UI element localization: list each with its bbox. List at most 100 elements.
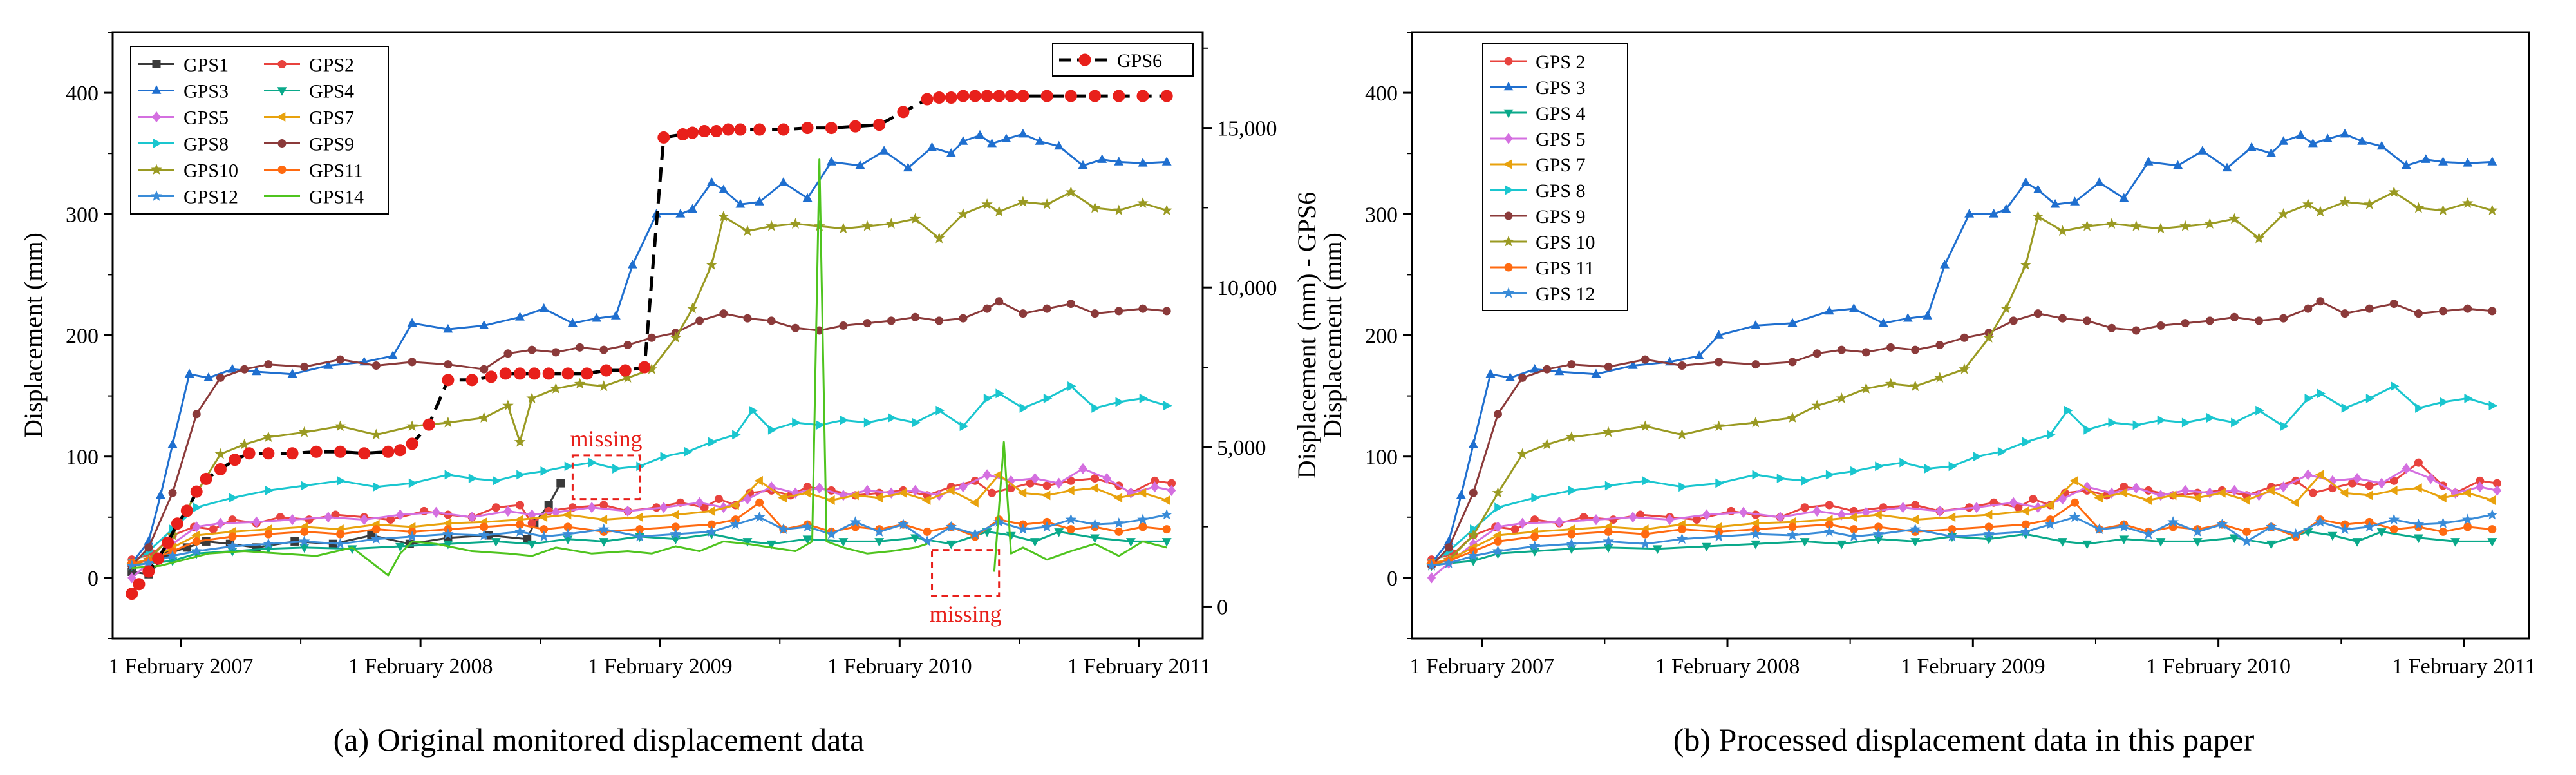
legend-marker	[151, 190, 162, 201]
data-point	[526, 392, 538, 403]
data-point	[2181, 417, 2191, 428]
data-point	[229, 493, 238, 503]
data-point	[1812, 349, 1821, 358]
data-point	[2020, 177, 2031, 186]
data-point	[562, 510, 572, 520]
data-point	[1788, 358, 1797, 367]
data-point	[1751, 320, 1761, 329]
data-point	[714, 495, 723, 504]
data-point	[2412, 518, 2425, 530]
legend-marker	[1504, 57, 1513, 66]
data-point	[855, 160, 865, 169]
legend-box	[130, 46, 389, 215]
data-point	[1161, 157, 1172, 166]
series-line-gps8	[131, 385, 1167, 564]
data-point	[2279, 314, 2288, 323]
data-point	[514, 435, 526, 447]
data-point	[1886, 343, 1895, 352]
data-point	[2222, 162, 2232, 172]
data-point	[1875, 461, 1884, 472]
data-point	[334, 445, 346, 458]
data-point	[1836, 540, 1847, 550]
data-point	[503, 349, 512, 358]
data-point	[722, 123, 735, 136]
data-point	[2044, 518, 2056, 530]
data-point	[192, 521, 201, 533]
y-tick-label: 300	[66, 203, 99, 227]
data-point	[1470, 524, 1479, 535]
data-point	[144, 543, 153, 552]
data-point	[2402, 463, 2411, 475]
data-point	[1530, 363, 1540, 373]
legend2-box	[1052, 43, 1194, 77]
data-point	[2255, 316, 2264, 325]
data-point	[706, 259, 717, 270]
data-point	[516, 470, 525, 480]
data-point	[587, 502, 596, 513]
legend-marker	[277, 139, 287, 148]
data-point	[946, 148, 956, 157]
data-point	[1139, 393, 1149, 403]
data-point	[1541, 438, 1553, 450]
data-point	[2365, 393, 2375, 403]
data-point	[753, 123, 766, 136]
data-point	[1516, 448, 1528, 459]
data-point	[627, 260, 637, 269]
data-point	[923, 527, 932, 536]
data-point	[2463, 304, 2472, 313]
data-point	[251, 366, 261, 376]
data-point	[2289, 528, 2302, 539]
data-point	[1114, 307, 1123, 316]
data-point	[1642, 475, 1651, 486]
data-point	[1097, 154, 1107, 163]
data-point	[2143, 495, 2152, 505]
data-point	[1066, 525, 1075, 534]
data-point	[2132, 420, 2142, 430]
data-point	[286, 447, 299, 460]
data-point	[1161, 538, 1172, 547]
data-point	[1456, 490, 1466, 499]
legend-marker	[152, 111, 161, 123]
data-point	[1114, 157, 1124, 166]
data-point	[1811, 399, 1823, 411]
legend-label: GPS12	[183, 187, 238, 208]
data-point	[1065, 186, 1077, 197]
data-point	[863, 319, 872, 328]
data-point	[2376, 140, 2387, 150]
data-point	[2070, 196, 2080, 206]
data-point	[2069, 511, 2081, 522]
data-point	[2437, 204, 2449, 216]
data-point	[2308, 488, 2317, 497]
x-tick-label: 1 February 2011	[1067, 655, 1211, 678]
data-point	[1997, 446, 2007, 457]
legend-label: GPS 12	[1536, 283, 1595, 305]
data-point	[162, 536, 174, 549]
data-point	[1885, 378, 1897, 389]
data-point	[813, 220, 825, 231]
data-point	[2032, 210, 2044, 222]
data-point	[2295, 129, 2306, 139]
data-point	[1510, 525, 1519, 534]
data-point	[1518, 373, 1527, 382]
data-point	[749, 405, 758, 416]
data-point	[406, 420, 418, 432]
data-point	[1751, 360, 1760, 369]
data-point	[995, 297, 1004, 306]
data-point	[1161, 508, 1172, 520]
data-point	[933, 91, 946, 104]
data-point	[1934, 372, 1946, 383]
data-point	[1628, 360, 1638, 369]
data-point	[1909, 523, 1921, 535]
data-point	[1604, 362, 1613, 371]
data-point	[850, 490, 859, 501]
data-point	[1030, 472, 1040, 484]
data-point	[2155, 222, 2167, 234]
data-point	[2357, 136, 2367, 145]
data-point	[2322, 133, 2333, 142]
data-point	[1568, 485, 1577, 495]
data-point	[1091, 403, 1100, 413]
data-point	[2450, 538, 2461, 547]
data-point	[2339, 196, 2351, 207]
data-point	[2156, 538, 2166, 547]
data-point	[1138, 522, 1147, 531]
